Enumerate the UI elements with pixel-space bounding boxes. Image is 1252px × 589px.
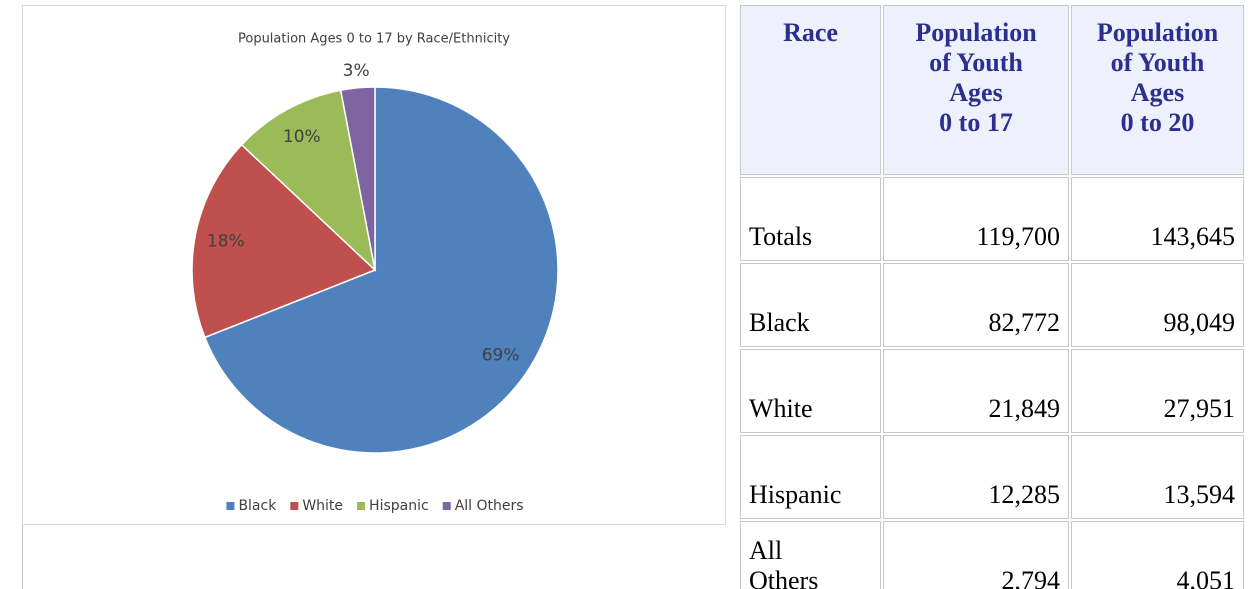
number-cell: 13,594: [1071, 435, 1244, 519]
table-row: Black 82,772 98,049: [740, 263, 1244, 347]
header-cell: Population of Youth Ages 0 to 20: [1071, 5, 1244, 175]
header-row: Race Population of Youth Ages 0 to 17 Popu…: [740, 5, 1244, 175]
data-label: 18%: [207, 232, 245, 252]
race-cell: Totals: [740, 177, 881, 261]
number-cell: 27,951: [1071, 349, 1244, 433]
number-cell: 4,051: [1071, 521, 1244, 589]
pie-slice: [203, 86, 559, 454]
header-cell: Population of Youth Ages 0 to 17: [883, 5, 1069, 175]
table-row: All Others 2,794 4,051: [740, 521, 1244, 589]
race-cell: White: [740, 349, 881, 433]
legend-label: Hispanic: [369, 498, 429, 514]
race-cell: All Others: [740, 521, 881, 589]
chart-title: Population Ages 0 to 17 by Race/Ethnicit…: [238, 32, 510, 47]
number-cell: 21,849: [883, 349, 1069, 433]
number-cell: 2,794: [883, 521, 1069, 589]
number-cell: 82,772: [883, 263, 1069, 347]
number-cell: 119,700: [883, 177, 1069, 261]
number-cell: 12,285: [883, 435, 1069, 519]
data-label: 3%: [343, 61, 370, 81]
number-cell: 143,645: [1071, 177, 1244, 261]
table-row: Hispanic 12,285 13,594: [740, 435, 1244, 519]
pie-slice: [240, 89, 377, 273]
table-row: White 21,849 27,951: [740, 349, 1244, 433]
legend-label: White: [302, 498, 343, 514]
race-cell: Black: [740, 263, 881, 347]
table-row: Totals 119,700 143,645: [740, 177, 1244, 261]
data-table: Race Population of Youth Ages 0 to 17 Popu…: [738, 3, 1246, 589]
race-cell: Hispanic: [740, 435, 881, 519]
header-cell: Race: [740, 5, 881, 175]
legend-label: All Others: [455, 498, 524, 514]
data-label: 69%: [482, 345, 520, 365]
data-label: 10%: [283, 127, 321, 147]
legend-swatch: [357, 502, 366, 510]
pie-slice: [191, 143, 377, 339]
legend-swatch: [226, 502, 235, 510]
legend-swatch: [290, 502, 299, 510]
legend-label: Black: [238, 498, 277, 514]
number-cell: 98,049: [1071, 263, 1244, 347]
legend-swatch: [442, 502, 451, 510]
pie-slice: [339, 86, 376, 271]
